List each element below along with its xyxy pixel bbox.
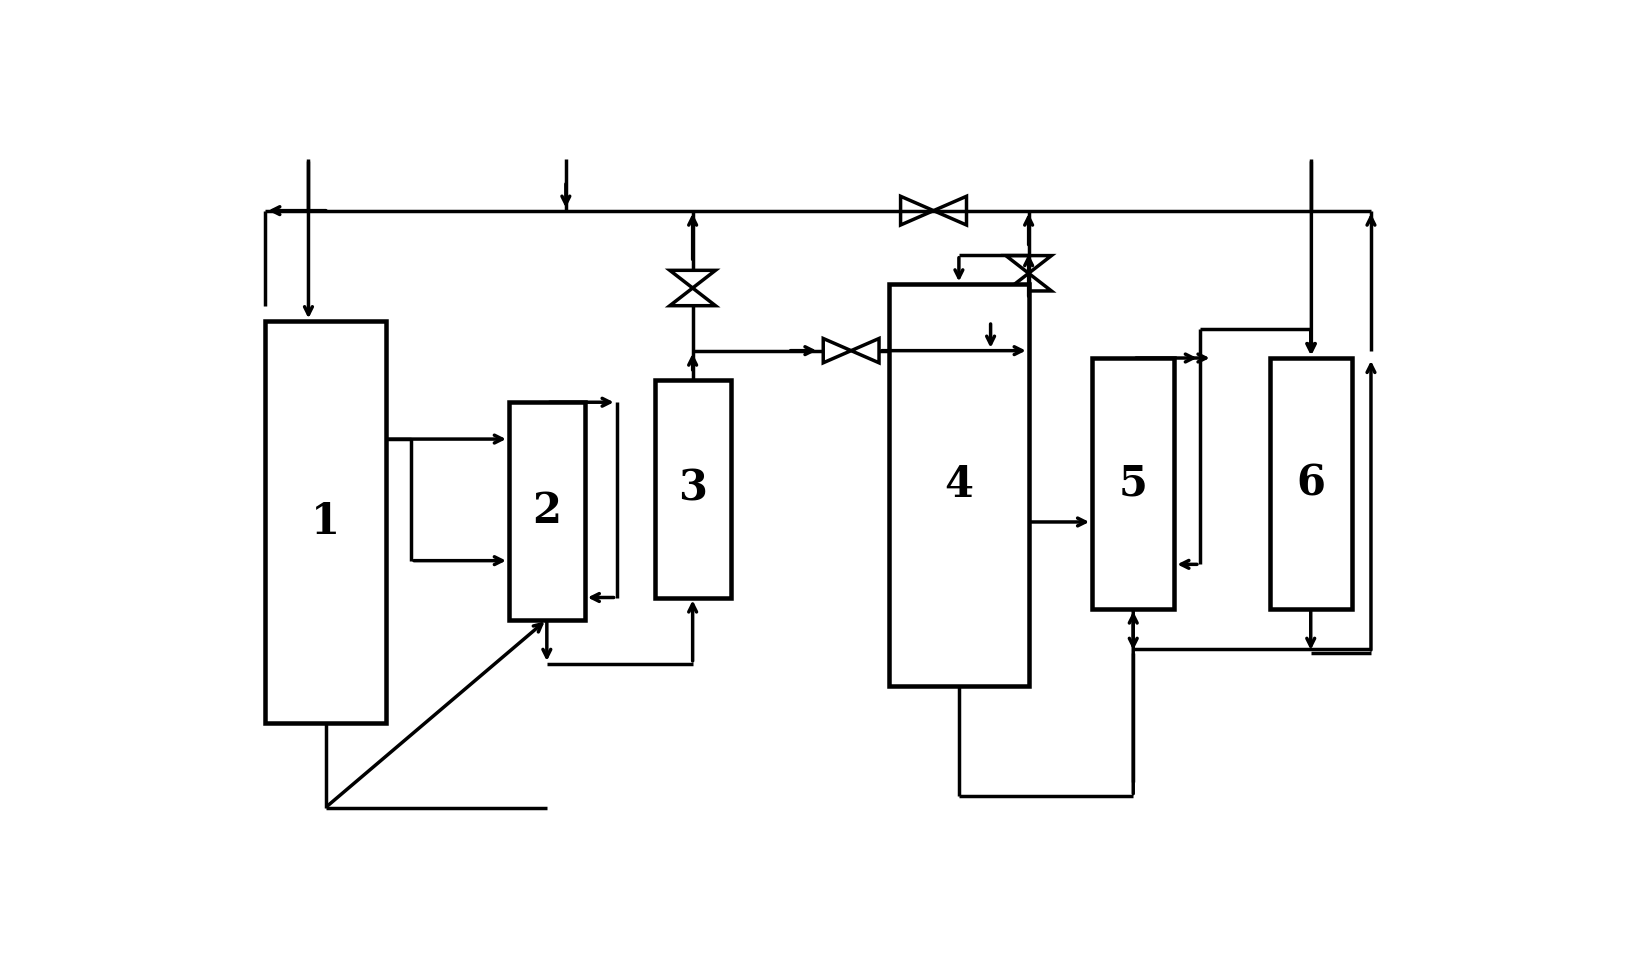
Polygon shape [1006,256,1052,274]
Bar [1093,358,1175,609]
Polygon shape [900,196,934,225]
Text: 3: 3 [679,468,707,510]
Polygon shape [823,339,851,363]
Polygon shape [934,196,967,225]
Text: 1: 1 [311,501,340,543]
Polygon shape [669,288,715,305]
Polygon shape [669,270,715,288]
Bar [509,402,586,619]
Text: 5: 5 [1119,462,1148,504]
Bar [654,380,731,597]
Text: 6: 6 [1296,462,1325,504]
Bar [890,284,1029,686]
Text: 2: 2 [532,490,561,532]
Bar [265,322,386,723]
Polygon shape [851,339,879,363]
Bar [1270,358,1351,609]
Polygon shape [1006,274,1052,291]
Text: 4: 4 [944,464,973,506]
